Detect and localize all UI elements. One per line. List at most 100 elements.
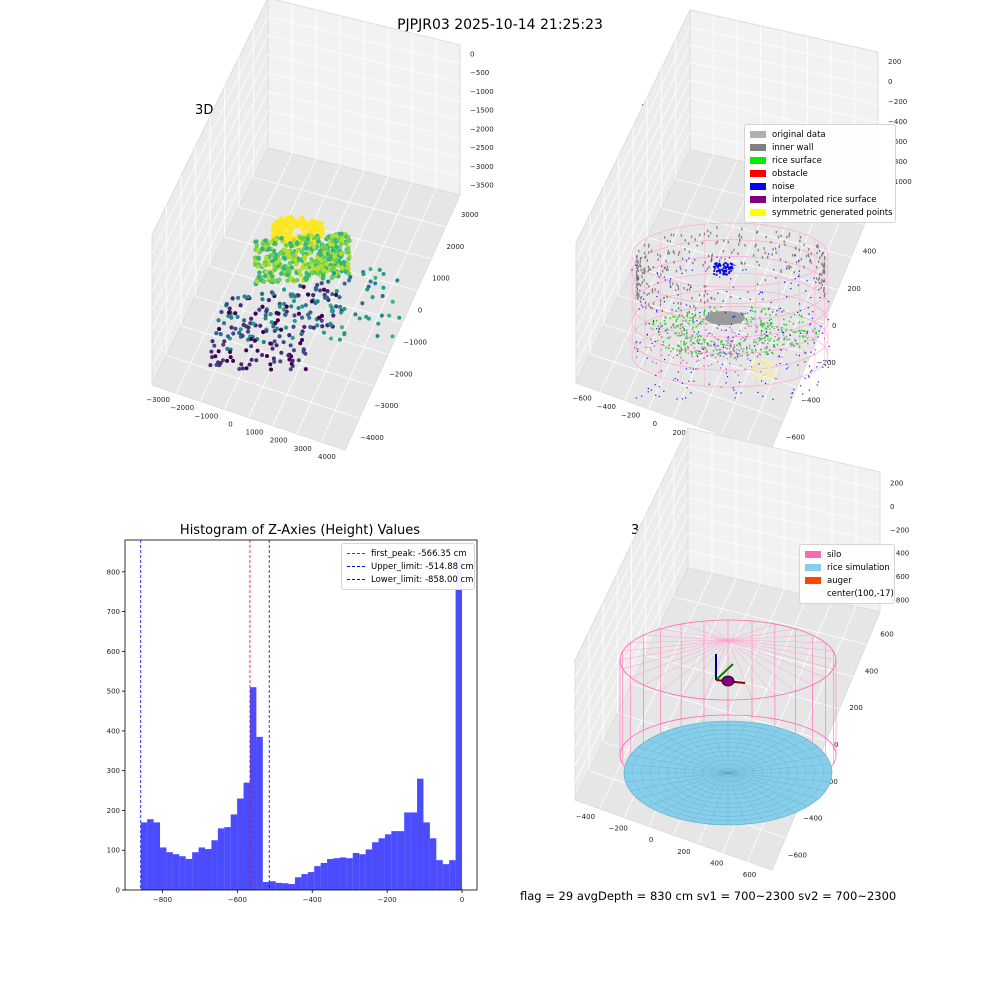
- raw-point: [332, 254, 337, 259]
- classify-noise-point: [719, 271, 722, 274]
- classify-noise-point: [762, 298, 764, 300]
- classify-noise-point: [683, 328, 685, 330]
- classify-noise-point: [822, 332, 824, 334]
- classify-noise-point: [669, 278, 672, 280]
- classify-interpolated-point: [699, 343, 701, 345]
- raw-point: [322, 292, 327, 297]
- classify-rice-point: [752, 318, 754, 320]
- raw-point: [246, 325, 251, 330]
- classify-noise-point: [817, 336, 819, 338]
- classify-interpolated-point: [636, 356, 638, 358]
- raw-grid-line: [320, 188, 437, 443]
- classify-wall-point: [647, 269, 649, 272]
- simulation-legend-label: silo: [827, 549, 842, 560]
- classify-wall-point: [636, 287, 639, 291]
- simulation-z-tick-label: −800: [890, 596, 909, 604]
- simulation-z-tick-label: −400: [890, 550, 909, 558]
- raw-point: [287, 260, 293, 266]
- classify-rice-point: [746, 312, 749, 314]
- raw-point: [320, 324, 325, 329]
- classify-noise-point: [713, 343, 715, 345]
- classify-wall-point: [677, 253, 680, 256]
- classify-wall-point: [821, 273, 823, 276]
- histogram-bar: [442, 864, 450, 890]
- raw-point: [272, 267, 278, 272]
- raw-point: [326, 279, 331, 284]
- classify-noise-point: [753, 345, 756, 347]
- classify-grid-line: [575, 79, 691, 314]
- classify-symmetric-point: [772, 367, 775, 370]
- raw-point: [263, 238, 268, 244]
- classify-z-tick-label: −200: [888, 98, 907, 106]
- simulation-grid-line: [574, 445, 689, 678]
- raw-point: [288, 343, 293, 348]
- classify-noise-point: [641, 395, 643, 397]
- simulation-rice-mesh: [727, 755, 826, 774]
- classify-noise-point: [727, 263, 729, 266]
- raw-point: [339, 231, 344, 237]
- classify-rice-point: [777, 308, 780, 310]
- classify-noise-point: [708, 383, 710, 385]
- raw-point: [290, 335, 295, 340]
- classify-noise-point: [818, 289, 820, 291]
- classify-noise-point: [726, 376, 729, 378]
- raw-point: [283, 248, 288, 253]
- classify-interpolated-point: [684, 329, 686, 332]
- classify-noise-point: [648, 323, 650, 325]
- classify-wall-point: [641, 271, 644, 275]
- classify-noise-point: [829, 360, 831, 362]
- classify-rice-point: [675, 332, 677, 335]
- histogram-bar: [243, 782, 250, 890]
- classify-noise-point: [715, 263, 718, 266]
- raw-point: [279, 231, 285, 237]
- classify-wall-point: [817, 278, 820, 282]
- classify-wall-point: [788, 234, 790, 238]
- raw-point: [328, 336, 333, 341]
- classify-rice-point: [716, 344, 718, 347]
- classify-wall-point: [666, 295, 668, 298]
- raw-point: [244, 366, 249, 371]
- classify-wall-point: [790, 265, 792, 269]
- classify-wall-point: [799, 239, 801, 243]
- classify-interpolated-point: [689, 336, 691, 339]
- classify-rice-point: [710, 354, 712, 357]
- classify-grid-line: [689, 62, 879, 105]
- classify-interpolated-point: [658, 371, 660, 374]
- raw-point: [260, 352, 265, 357]
- raw-point: [300, 338, 305, 343]
- raw-point: [334, 244, 339, 250]
- classify-legend-item: original data: [750, 128, 890, 141]
- classify-rice-point: [790, 316, 792, 318]
- classify-interpolated-point: [690, 351, 692, 353]
- classify-y-tick-label: −600: [786, 433, 805, 441]
- classify-wall-point: [720, 256, 722, 260]
- simulation-rice-mesh: [692, 772, 729, 822]
- classify-wall-point: [820, 281, 822, 285]
- classify-noise-point: [766, 335, 768, 337]
- classify-interpolated-point: [634, 346, 636, 349]
- raw-point: [274, 343, 279, 348]
- classify-interpolated-point: [637, 347, 639, 350]
- classify-noise-point: [813, 342, 815, 344]
- classify-noise-point: [730, 265, 732, 268]
- classify-noise-point: [810, 351, 812, 353]
- classify-noise-point: [697, 331, 700, 333]
- simulation-silo-roof-line: [622, 639, 729, 670]
- simulation-rice-mesh: [727, 772, 819, 800]
- classify-interpolated-point: [735, 335, 737, 337]
- classify-x-tick-label: 200: [672, 429, 685, 437]
- classify-rice-point: [689, 316, 692, 319]
- classify-legend-label: symmetric generated points: [772, 207, 893, 218]
- simulation-rice-mesh: [675, 772, 729, 819]
- classify-rice-point: [711, 311, 713, 314]
- classify-wall-point: [644, 256, 646, 259]
- classify-interpolated-point: [727, 339, 729, 342]
- classify-wall-point: [659, 303, 662, 306]
- classify-rice-point: [793, 345, 795, 347]
- simulation-rice-mesh: [727, 724, 764, 774]
- classify-wall-point: [643, 291, 645, 295]
- classify-rice-point: [769, 314, 771, 317]
- raw-point: [285, 272, 291, 278]
- classify-wall-point: [764, 251, 766, 255]
- classify-noise-point: [725, 269, 728, 272]
